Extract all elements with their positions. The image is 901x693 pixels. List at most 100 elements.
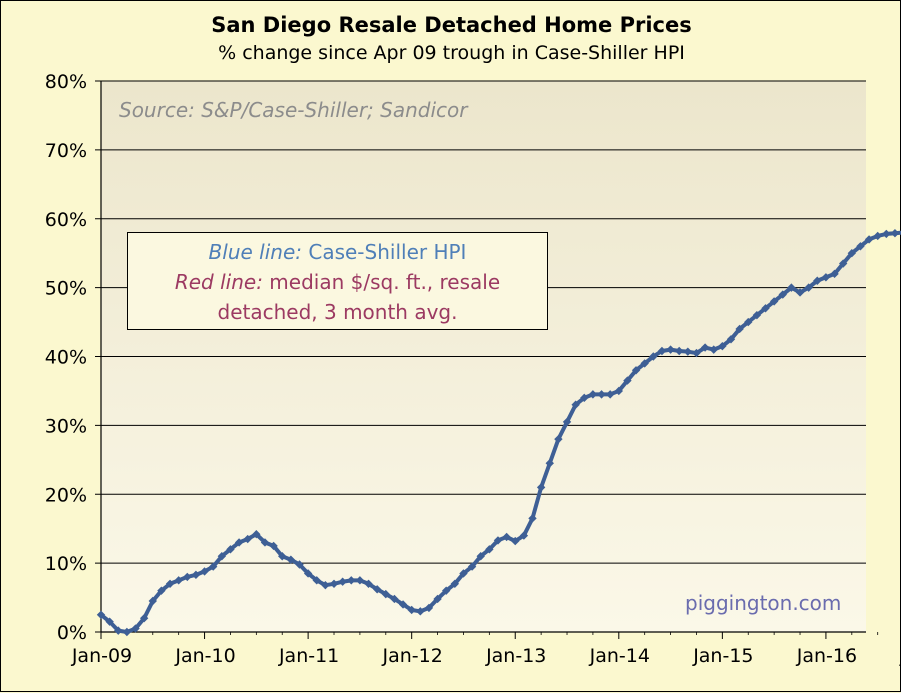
data-point-case-shiller [614, 386, 623, 396]
data-point-case-shiller [821, 273, 831, 282]
data-point-case-shiller [467, 562, 477, 571]
data-point-case-shiller [588, 390, 598, 399]
data-point-case-shiller [295, 560, 304, 569]
data-point-case-shiller [96, 610, 106, 619]
data-point-case-shiller [623, 376, 632, 385]
data-point-case-shiller [752, 310, 762, 320]
data-point-case-shiller [260, 538, 270, 547]
data-point-case-shiller [640, 359, 649, 368]
data-point-case-shiller [131, 624, 140, 633]
data-point-case-shiller [597, 390, 606, 399]
data-point-case-shiller [890, 229, 900, 238]
data-point-case-shiller [856, 242, 865, 251]
data-point-case-shiller [381, 589, 390, 599]
data-point-case-shiller [347, 576, 356, 585]
y-tick-label: 60% [45, 209, 87, 231]
source-note: Source: S&P/Case-Shiller; Sandicor [119, 98, 468, 122]
legend-blue-text: Case-Shiller HPI [308, 240, 467, 264]
y-tick-label: 0% [57, 622, 87, 644]
x-tick-label: Jan-13 [485, 645, 546, 667]
data-point-case-shiller [700, 343, 710, 352]
data-point-case-shiller [631, 366, 641, 375]
data-point-case-shiller [157, 586, 166, 595]
y-tick-label: 40% [45, 347, 87, 369]
chart-subtitle: % change since Apr 09 trough in Case-Shi… [218, 42, 685, 64]
x-tick-label: Jan-12 [382, 645, 443, 667]
data-point-case-shiller [605, 390, 615, 399]
legend-red-text-1: median $/sq. ft., resale [269, 270, 501, 294]
data-point-case-shiller [562, 417, 572, 427]
data-point-case-shiller [511, 536, 520, 546]
data-point-case-shiller [200, 567, 209, 576]
data-point-case-shiller [666, 345, 675, 354]
data-point-case-shiller [536, 483, 546, 492]
data-point-case-shiller [122, 627, 132, 637]
x-tick-label: Jan-11 [278, 645, 339, 667]
data-point-case-shiller [148, 596, 157, 606]
x-tick-label: Jan-17 [899, 645, 901, 667]
data-point-case-shiller [813, 276, 822, 285]
y-tick-label: 20% [45, 484, 87, 506]
legend-blue-row: Blue line: Case-Shiller HPI [128, 237, 547, 267]
data-point-case-shiller [873, 231, 882, 241]
data-point-case-shiller [726, 335, 736, 344]
data-point-case-shiller [269, 541, 278, 551]
data-point-case-shiller [519, 531, 529, 540]
data-point-case-shiller [303, 569, 313, 578]
data-point-case-shiller [795, 288, 805, 297]
data-point-case-shiller [105, 617, 114, 626]
x-tick-label: Jan-16 [796, 645, 857, 667]
data-point-case-shiller [545, 459, 554, 468]
data-point-case-shiller [398, 600, 408, 609]
data-point-case-shiller [649, 352, 658, 361]
y-tick-label: 70% [45, 140, 87, 162]
data-point-case-shiller [787, 283, 796, 292]
x-tick-label: Jan-10 [174, 645, 235, 667]
data-point-case-shiller [312, 576, 321, 585]
data-point-case-shiller [838, 259, 848, 268]
data-point-case-shiller [424, 603, 434, 613]
legend-red-row-2: detached, 3 month avg. [128, 297, 547, 327]
data-point-case-shiller [364, 579, 373, 588]
data-point-case-shiller [571, 400, 580, 409]
data-point-case-shiller [528, 514, 537, 523]
data-point-case-shiller [252, 529, 261, 539]
data-point-case-shiller [493, 536, 503, 545]
data-point-case-shiller [778, 290, 787, 299]
data-point-case-shiller [321, 580, 330, 590]
data-point-case-shiller [183, 572, 192, 582]
legend-red-label: Red line: [174, 270, 263, 294]
data-point-case-shiller [683, 347, 693, 356]
data-point-case-shiller [217, 552, 227, 561]
data-point-case-shiller [485, 545, 494, 554]
data-point-case-shiller [174, 576, 183, 585]
watermark: piggington.com [685, 591, 842, 615]
data-point-case-shiller [735, 324, 744, 334]
data-point-case-shiller [433, 594, 442, 604]
data-point-case-shiller [709, 345, 718, 354]
data-point-case-shiller [390, 594, 399, 604]
data-point-case-shiller [372, 585, 382, 594]
data-point-case-shiller [769, 297, 779, 306]
data-point-case-shiller [234, 538, 244, 547]
chart-title: San Diego Resale Detached Home Prices [211, 13, 692, 37]
data-point-case-shiller [554, 434, 563, 444]
legend-blue-label: Blue line: [208, 240, 302, 264]
data-point-case-shiller [718, 341, 727, 351]
y-tick-label: 10% [45, 553, 87, 575]
data-point-case-shiller [226, 545, 235, 554]
data-point-case-shiller [338, 577, 347, 586]
data-point-case-shiller [278, 552, 287, 561]
data-point-case-shiller [329, 579, 339, 588]
data-point-case-shiller [882, 229, 891, 239]
data-point-case-shiller [442, 586, 451, 595]
y-tick-label: 80% [45, 71, 87, 93]
x-tick-label: Jan-14 [589, 645, 650, 667]
data-point-case-shiller [355, 576, 365, 585]
data-point-case-shiller [139, 614, 149, 623]
data-point-case-shiller [243, 534, 252, 544]
data-point-case-shiller [416, 607, 425, 616]
legend-red-row: Red line: median $/sq. ft., resale [128, 267, 547, 297]
